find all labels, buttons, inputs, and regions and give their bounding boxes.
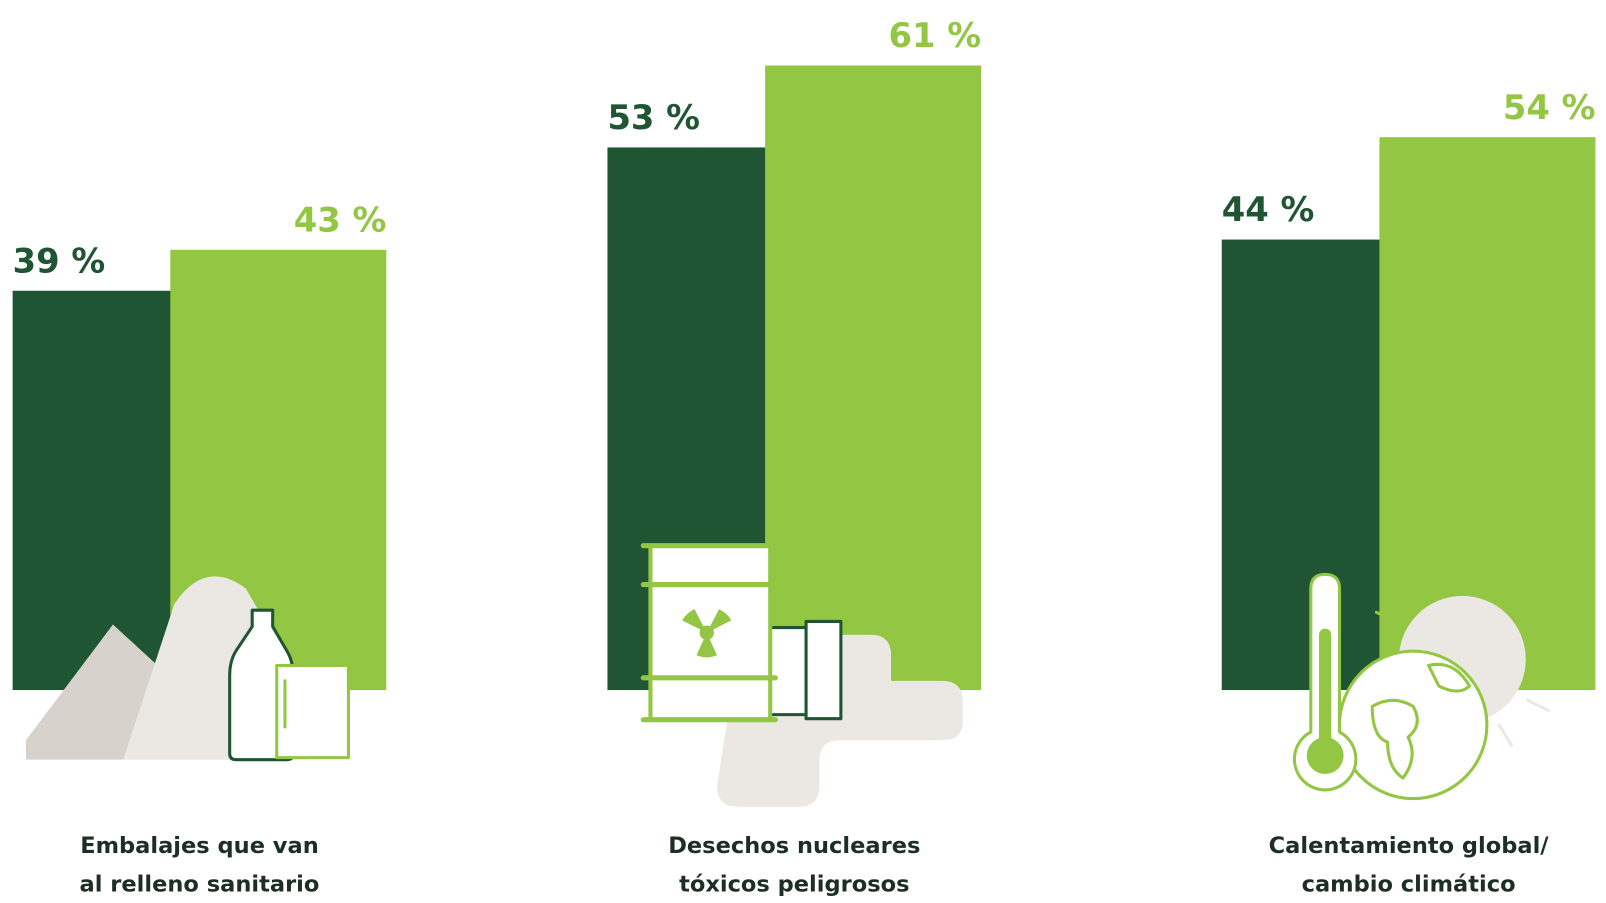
thermometer-bulb	[1306, 737, 1344, 774]
category-label: Calentamiento global/ cambio climático	[1268, 833, 1549, 898]
radiation-symbol	[682, 609, 732, 658]
continents	[1370, 662, 1472, 780]
bar	[765, 65, 982, 691]
category-label-box: Desechos nucleares tóxicos peligrosos	[668, 833, 921, 898]
labels: 39 % 43 % Embalajes que van al relleno san…	[13, 16, 1596, 898]
value-label: 61 %	[889, 16, 982, 55]
category-label-box: Calentamiento global/ cambio climático	[1268, 833, 1549, 898]
value-label: 54 %	[1503, 88, 1596, 127]
illustrations	[25, 543, 1563, 807]
value-label: 53 %	[607, 98, 700, 137]
pipe-flange	[804, 619, 843, 721]
category-label-box: Embalajes que van al relleno sanitario	[79, 833, 320, 898]
category-label: Embalajes que van al relleno sanitario	[79, 833, 320, 898]
sun-rays	[1374, 561, 1563, 662]
category-label: Desechos nucleares tóxicos peligrosos	[668, 833, 921, 898]
value-label: 44 %	[1222, 190, 1315, 229]
bar	[1379, 137, 1596, 691]
sun-rays-faint	[1497, 698, 1550, 747]
packet	[275, 663, 350, 760]
pipe	[768, 626, 808, 717]
value-label: 39 %	[13, 241, 106, 280]
globe	[1337, 649, 1489, 801]
barrel-rings	[640, 543, 778, 723]
value-label: 43 %	[294, 200, 387, 239]
